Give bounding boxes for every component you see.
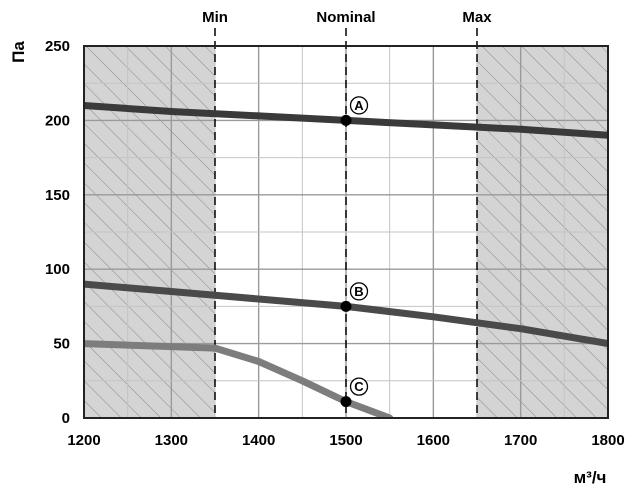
plot-border [83,45,609,419]
x-tick-label: 1800 [591,432,624,449]
plot-frame [83,45,609,419]
x-tick-label: 1600 [417,432,450,449]
ref-label-min: Min [202,9,228,26]
point-c [340,396,352,408]
x-tick-label: 1700 [504,432,537,449]
y-tick-label: 0 [62,410,70,427]
point-badge-c [349,377,369,396]
y-tick-label: 200 [45,112,70,129]
x-axis-title: м³/ч [574,468,607,487]
operating-points: A B C [340,96,369,408]
y-tick-label: 100 [45,261,70,278]
reference-lines: Min Nominal Max [202,9,492,418]
point-badge-b [349,282,369,301]
point-label-b: B [354,284,363,299]
x-tick-label: 1500 [329,432,362,449]
point-badge-a [349,96,369,115]
ref-label-nominal: Nominal [316,9,375,26]
y-axis-title: Па [9,41,28,63]
y-tick-label: 150 [45,187,70,204]
y-tick-label: 250 [45,38,70,55]
y-tick-label: 50 [53,336,70,353]
x-tick-label: 1200 [67,432,100,449]
point-label-c: C [354,379,364,394]
ref-label-max: Max [462,9,492,26]
tick-labels: 1200 1300 1400 1500 1600 1700 1800 0 50 100 150 200… [45,38,625,449]
point-b [340,300,352,312]
point-a [340,114,352,126]
x-tick-label: 1400 [242,432,275,449]
x-tick-label: 1300 [155,432,188,449]
point-label-a: A [354,98,364,113]
